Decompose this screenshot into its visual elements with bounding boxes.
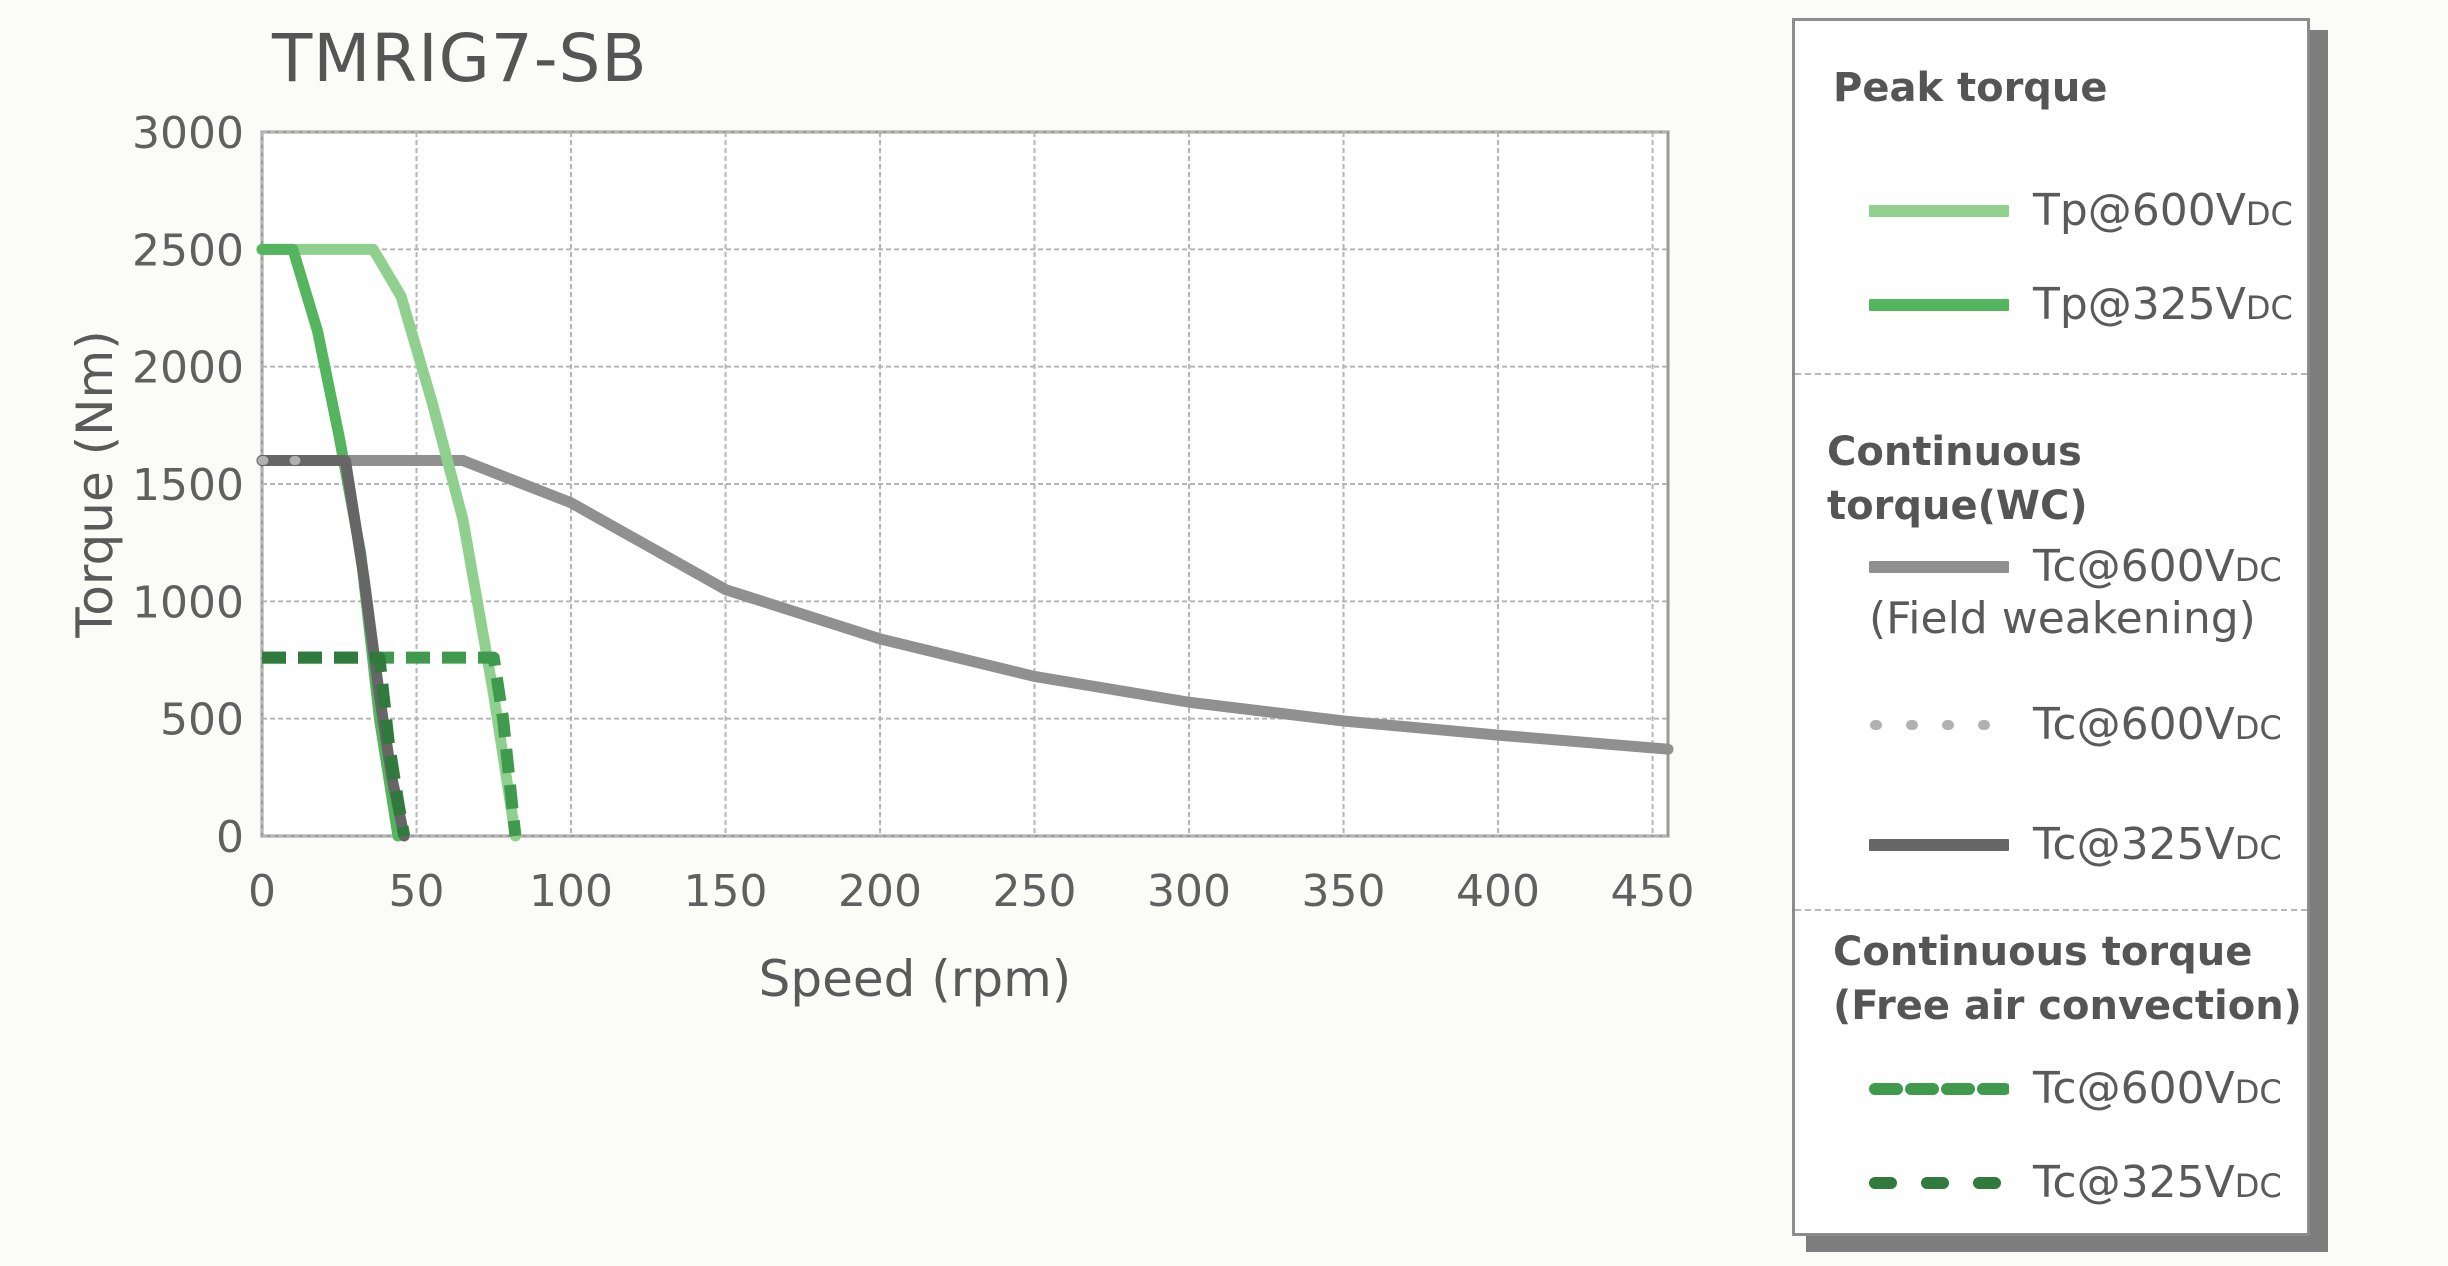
series-line-tc-600vdc-5 — [262, 651, 522, 837]
y-tick-label: 2500 — [132, 225, 244, 276]
x-tick-label: 250 — [993, 866, 1077, 917]
chart-title: TMRIG7-SB — [272, 20, 648, 97]
y-axis-label: Torque (Nm) — [66, 330, 124, 639]
legend-swatch-tc600-fw — [1869, 561, 2009, 573]
legend-swatch-tp600 — [1869, 205, 2009, 217]
legend-label-tp325: Tp@325VDC — [2033, 279, 2293, 330]
x-tick-label: 350 — [1302, 866, 1386, 917]
legend-swatch-tc600-dotted — [1870, 720, 2009, 730]
legend-label-tc600-free: Tc@600VDC — [2033, 1063, 2282, 1114]
legend-item-tp600: Tp@600VDC — [1859, 177, 2299, 247]
y-tick-label: 1500 — [132, 460, 244, 511]
legend-item-tc600: Tc@600VDC — [1859, 691, 2299, 761]
x-tick-label: 150 — [684, 866, 768, 917]
y-tick-label: 0 — [216, 812, 244, 863]
legend-item-tc600-free: Tc@600VDC — [1859, 1055, 2299, 1125]
x-tick-label: 0 — [248, 866, 276, 917]
legend-label-field-weakening: (Field weakening) — [1869, 593, 2256, 644]
x-tick-label: 400 — [1456, 866, 1540, 917]
y-tick-label: 500 — [160, 695, 244, 746]
legend-heading-free-air-line1: Continuous torque — [1833, 929, 2253, 975]
legend: Peak torque Tp@600VDC Tp@325VDC Continuo… — [1792, 18, 2310, 1236]
legend-item-tc325-free: Tc@325VDC — [1859, 1149, 2299, 1219]
legend-divider-1 — [1795, 373, 2307, 375]
chart-plot: 0 50 100 150 200 250 300 350 400 450 0 500 1000 1500 2… — [66, 108, 1695, 1008]
legend-heading-free-air: Continuous torque (Free air convection) — [1833, 925, 2302, 1033]
series-line-tc-600vdc-field-weakening-2 — [256, 455, 1674, 755]
legend-label-tc600-fw: Tc@600VDC — [2033, 541, 2282, 592]
legend-label-tc325-free: Tc@325VDC — [2033, 1157, 2282, 1208]
x-tick-label: 200 — [838, 866, 922, 917]
legend-heading-free-air-line2: (Free air convection) — [1833, 983, 2302, 1029]
legend-divider-2 — [1795, 909, 2307, 911]
legend-label-tp600: Tp@600VDC — [2033, 185, 2293, 236]
legend-label-tc600: Tc@600VDC — [2033, 699, 2282, 750]
legend-heading-wc: Continuous torque(WC) — [1827, 429, 2088, 529]
legend-swatch-tp325 — [1869, 299, 2009, 311]
y-tick-label: 2000 — [132, 343, 244, 394]
legend-swatch-tc600-free — [1869, 1083, 2009, 1095]
x-tick-label: 300 — [1147, 866, 1231, 917]
x-tick-label: 50 — [389, 866, 445, 917]
legend-heading-peak: Peak torque — [1833, 65, 2108, 111]
series-line-tc-325vdc-4 — [256, 455, 410, 842]
x-axis-label: Speed (rpm) — [759, 950, 1072, 1008]
series-line-tc-325vdc-6 — [262, 651, 411, 838]
y-tick-label: 1000 — [132, 577, 244, 628]
legend-label-tc325: Tc@325VDC — [2033, 819, 2282, 870]
legend-item-tp325: Tp@325VDC — [1859, 271, 2299, 341]
legend-item-tc600-fw: Tc@600VDC (Field weakening) — [1859, 533, 2299, 644]
legend-swatch-tc325-free — [1869, 1177, 2009, 1189]
y-tick-label: 3000 — [132, 108, 244, 159]
legend-item-tc325: Tc@325VDC — [1859, 811, 2299, 881]
legend-swatch-tc325 — [1869, 839, 2009, 851]
x-tick-label: 450 — [1611, 866, 1695, 917]
x-tick-label: 100 — [529, 866, 613, 917]
